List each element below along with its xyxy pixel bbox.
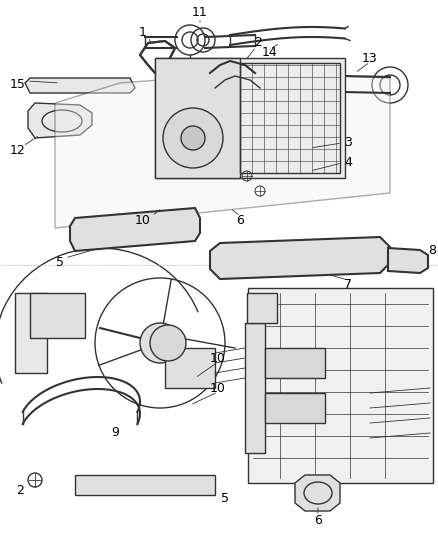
Polygon shape — [28, 103, 92, 138]
Bar — [155, 58, 240, 178]
Text: 9: 9 — [111, 426, 119, 440]
Circle shape — [140, 323, 180, 363]
Text: 7: 7 — [344, 279, 352, 292]
Polygon shape — [70, 208, 200, 251]
Text: 12: 12 — [10, 143, 26, 157]
Text: 3: 3 — [344, 136, 352, 149]
Polygon shape — [388, 248, 428, 273]
Text: 15: 15 — [10, 78, 26, 92]
Bar — [245, 323, 265, 453]
Text: 2: 2 — [16, 484, 24, 497]
Bar — [165, 348, 215, 388]
Circle shape — [163, 108, 223, 168]
Bar — [247, 293, 277, 323]
Bar — [30, 293, 85, 338]
Bar — [155, 58, 345, 178]
Polygon shape — [295, 475, 340, 511]
Polygon shape — [55, 73, 390, 228]
Text: 10: 10 — [210, 382, 226, 394]
Text: 2: 2 — [254, 36, 262, 50]
Bar — [240, 63, 340, 173]
Circle shape — [181, 126, 205, 150]
Text: 6: 6 — [314, 514, 322, 528]
Text: 5: 5 — [56, 256, 64, 270]
Text: 6: 6 — [236, 214, 244, 228]
Text: 14: 14 — [262, 46, 278, 60]
Polygon shape — [25, 78, 135, 93]
Polygon shape — [210, 237, 390, 279]
Bar — [15, 293, 47, 373]
Bar — [248, 288, 433, 483]
Text: 1: 1 — [139, 27, 147, 39]
Bar — [265, 348, 325, 378]
Text: 11: 11 — [192, 6, 208, 20]
Text: 4: 4 — [344, 157, 352, 169]
Text: 10: 10 — [135, 214, 151, 227]
Bar — [75, 475, 215, 495]
Bar — [265, 393, 325, 423]
Text: 10: 10 — [210, 351, 226, 365]
Text: 13: 13 — [362, 52, 378, 64]
Text: 5: 5 — [221, 491, 229, 505]
Circle shape — [150, 325, 186, 361]
Text: 8: 8 — [428, 245, 436, 257]
